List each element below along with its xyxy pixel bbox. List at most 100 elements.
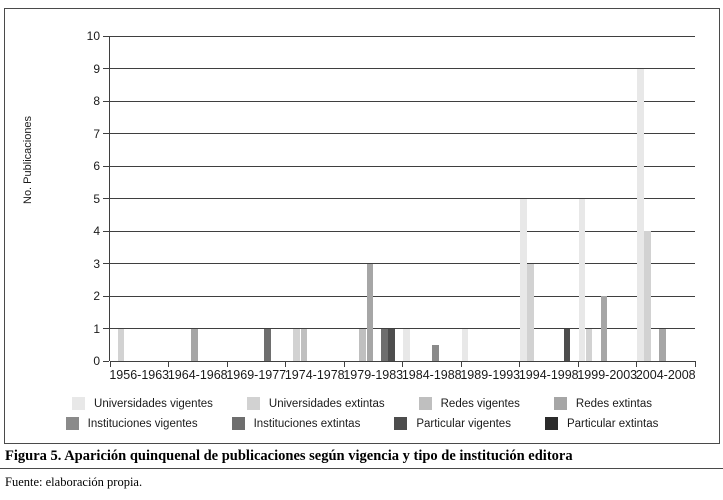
bar-instituciones-extintas xyxy=(264,328,271,361)
legend-swatch-icon xyxy=(394,417,408,430)
gridline xyxy=(110,230,695,232)
x-category-label: 1979-1983 xyxy=(343,368,404,382)
bar-redes-extintas xyxy=(191,328,198,361)
legend-label: Instituciones vigentes xyxy=(87,417,198,430)
y-axis-tick xyxy=(103,35,109,37)
y-tick-label: 6 xyxy=(93,159,100,173)
legend-item: Redes vigentes xyxy=(418,397,520,410)
x-category-label: 1956-1963 xyxy=(109,368,170,382)
y-axis-tick xyxy=(103,68,109,69)
gridline xyxy=(110,133,695,134)
y-axis-tick xyxy=(103,263,109,264)
bar-universidades-extintas xyxy=(293,328,300,361)
gridline xyxy=(110,68,695,69)
legend-swatch-icon xyxy=(65,417,79,430)
y-axis-title: No. Publicaciones xyxy=(22,115,34,204)
plot-area: 0 1 2 3 4 5 6 7 8 9 10 1956-1963 1964-1968 1969-1977 1… xyxy=(87,29,696,382)
bar-redes-extintas xyxy=(659,328,666,361)
bar-redes-extintas xyxy=(366,263,374,361)
legend-swatch-icon xyxy=(231,417,245,430)
legend-swatch-icon xyxy=(72,397,86,410)
y-tick-label: 8 xyxy=(93,94,100,108)
y-tick-label: 1 xyxy=(93,321,100,336)
x-axis-tick xyxy=(109,361,111,367)
y-axis-tick xyxy=(103,295,109,297)
x-axis-tick xyxy=(460,361,462,367)
x-axis-tick xyxy=(577,361,579,367)
caption-divider-rule xyxy=(0,468,723,469)
figure-border-box: No. Publicaciones 0 1 2 3 4 5 6 7 8 9 10 1956-1963 1… xyxy=(4,8,720,444)
bar-universidades-extintas xyxy=(585,328,593,361)
x-category-label: 1984-1988 xyxy=(401,368,462,382)
bar-instituciones-extintas xyxy=(381,328,388,361)
y-tick-label: 7 xyxy=(93,126,100,141)
legend-row: Instituciones vigentes Instituciones exti… xyxy=(65,417,659,430)
bar-universidades-extintas xyxy=(644,231,651,361)
y-tick-label: 4 xyxy=(93,224,100,238)
x-category-label: 1974-1978 xyxy=(284,368,345,382)
y-axis-tick xyxy=(103,328,109,329)
bar-particular-vigentes xyxy=(388,328,395,361)
x-axis-tick xyxy=(285,361,286,367)
bar-universidades-vigentes xyxy=(403,328,410,361)
legend-item: Particular extintas xyxy=(544,417,659,430)
legend-label: Universidades extintas xyxy=(268,397,385,410)
legend-label: Instituciones extintas xyxy=(253,417,361,430)
y-tick-label: 10 xyxy=(86,29,100,43)
bar-instituciones-vigentes xyxy=(432,344,439,361)
x-axis-tick xyxy=(636,361,637,367)
y-tick-label: 5 xyxy=(93,191,100,206)
legend-label: Particular vigentes xyxy=(416,417,511,430)
x-category-label: 1969-1977 xyxy=(226,368,287,382)
y-axis-tick xyxy=(103,360,109,362)
x-axis-tick xyxy=(343,361,345,367)
gridline xyxy=(110,263,695,264)
x-category-label: 1999-2003 xyxy=(577,368,638,382)
gridline xyxy=(110,165,695,167)
bar-universidades-vigentes xyxy=(578,198,586,361)
legend-swatch-icon xyxy=(246,397,260,410)
x-category-label: 1994-1998 xyxy=(518,368,579,382)
bar-universidades-vigentes xyxy=(637,68,644,361)
x-axis-tick xyxy=(519,361,520,367)
y-tick-label: 2 xyxy=(93,289,100,303)
legend-label: Universidades vigentes xyxy=(94,397,213,410)
y-axis-line xyxy=(109,36,110,361)
y-tick-label: 0 xyxy=(93,354,100,368)
bar-universidades-vigentes xyxy=(461,328,469,361)
legend-label: Redes extintas xyxy=(575,397,652,410)
gridline xyxy=(110,100,695,102)
x-category-label: 2004-2008 xyxy=(635,368,696,382)
bar-redes-extintas xyxy=(600,296,608,361)
y-axis-tick xyxy=(103,133,109,134)
legend-item: Instituciones extintas xyxy=(231,417,361,430)
legend-label: Particular extintas xyxy=(566,417,659,430)
x-axis-tick xyxy=(694,361,696,367)
gridline xyxy=(110,198,695,199)
legend-item: Instituciones vigentes xyxy=(65,417,198,430)
y-axis-tick xyxy=(103,198,109,199)
legend-item: Particular vigentes xyxy=(394,417,511,430)
y-axis-tick xyxy=(103,165,109,167)
x-axis-tick xyxy=(402,361,403,367)
gridline xyxy=(110,35,695,37)
x-category-label: 1964-1968 xyxy=(167,368,228,382)
bar-universidades-extintas xyxy=(527,263,534,361)
x-category-label: 1989-1993 xyxy=(460,368,521,382)
legend-item: Universidades vigentes xyxy=(72,397,213,410)
legend-item: Redes extintas xyxy=(553,397,652,410)
gridline xyxy=(110,295,695,297)
legend-item: Universidades extintas xyxy=(246,397,385,410)
y-tick-label: 3 xyxy=(93,256,100,271)
x-axis-tick xyxy=(226,361,228,367)
legend-swatch-icon xyxy=(418,397,432,410)
figure-source-note: Fuente: elaboración propia. xyxy=(5,475,143,489)
figure-caption: Figura 5. Aparición quinquenal de public… xyxy=(5,448,573,464)
legend-row: Universidades vigentes Universidades exti… xyxy=(72,397,652,410)
bar-universidades-extintas xyxy=(117,328,125,361)
bar-redes-vigentes xyxy=(300,328,308,361)
legend-label: Redes vigentes xyxy=(440,397,520,410)
chart-legend: Universidades vigentes Universidades exti… xyxy=(5,397,719,430)
y-axis-tick xyxy=(103,100,109,102)
x-axis-tick xyxy=(168,361,169,367)
